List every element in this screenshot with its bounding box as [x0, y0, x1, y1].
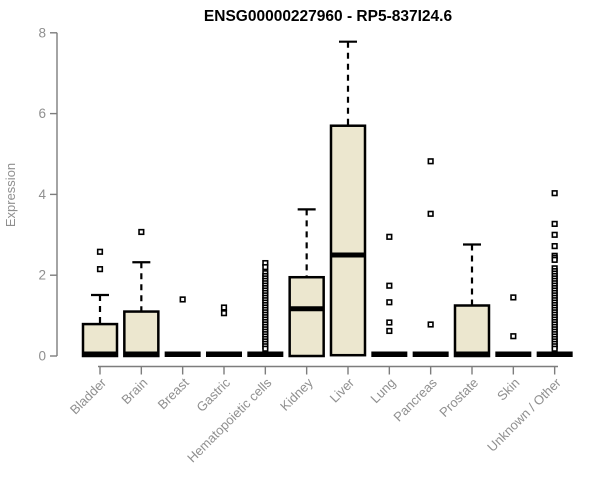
- outlier-point: [551, 220, 558, 227]
- box-group: [164, 296, 201, 357]
- outlier-point: [427, 158, 434, 165]
- box-collapsed: [371, 351, 408, 357]
- y-tick-label: 4: [38, 187, 46, 202]
- outlier-point: [427, 210, 434, 217]
- x-category-label: Unknown / Other: [484, 375, 564, 455]
- outlier-point: [138, 228, 145, 236]
- outlier-point: [386, 233, 393, 240]
- box-group: [453, 243, 491, 358]
- box-group: [329, 40, 367, 357]
- x-category-label: Kidney: [277, 375, 316, 414]
- outlier-point: [96, 266, 104, 273]
- box-group: [288, 208, 325, 358]
- x-category-label: Gastric: [193, 375, 233, 415]
- x-category-label: Breast: [155, 375, 192, 412]
- x-category-label: Liver: [327, 375, 358, 406]
- y-axis-label: Expression: [3, 163, 18, 227]
- box-group: [536, 190, 573, 357]
- outlier-point: [551, 256, 558, 263]
- box-iqr: [81, 322, 119, 358]
- box-group: [371, 233, 408, 357]
- outlier-point: [427, 321, 434, 328]
- outlier-point: [510, 333, 517, 340]
- x-category-label: Lung: [367, 375, 398, 406]
- box-iqr: [123, 310, 160, 358]
- y-tick-label: 6: [38, 106, 46, 121]
- box-group: [123, 228, 160, 358]
- box-collapsed: [412, 351, 449, 357]
- box-group: [412, 158, 449, 357]
- outlier-point: [551, 231, 558, 238]
- outlier-point: [386, 319, 393, 326]
- box-group: [81, 248, 119, 358]
- x-category-label: Prostate: [436, 375, 481, 420]
- outlier-point: [220, 304, 228, 311]
- x-category-label: Pancreas: [390, 375, 440, 425]
- outlier-point: [262, 345, 269, 352]
- y-tick-label: 0: [38, 349, 46, 364]
- box-collapsed: [495, 351, 532, 357]
- outlier-point: [551, 345, 558, 352]
- outlier-point: [386, 327, 393, 335]
- outlier-point: [262, 264, 269, 271]
- x-category-label: Skin: [494, 375, 522, 403]
- box-group: [247, 259, 284, 357]
- box-iqr: [453, 304, 491, 358]
- y-tick-label: 8: [38, 25, 46, 40]
- box-collapsed: [164, 351, 201, 357]
- box-group: [495, 294, 532, 357]
- box-collapsed: [205, 351, 242, 357]
- y-tick-label: 2: [38, 268, 46, 283]
- x-category-label: Brain: [118, 375, 150, 407]
- outlier-point: [386, 299, 393, 306]
- outlier-point: [220, 310, 228, 317]
- outlier-point: [551, 190, 558, 197]
- outlier-point: [179, 296, 186, 303]
- box-iqr: [329, 124, 367, 357]
- outlier-point: [96, 248, 104, 255]
- chart-title: ENSG00000227960 - RP5-837I24.6: [204, 8, 453, 25]
- box-iqr: [288, 275, 325, 358]
- box-collapsed: [536, 351, 573, 357]
- outlier-point: [386, 282, 393, 289]
- box-collapsed: [247, 351, 284, 357]
- outlier-point: [551, 243, 558, 250]
- outlier-point: [510, 294, 517, 301]
- box-group: [205, 304, 242, 357]
- x-category-label: Bladder: [67, 375, 110, 418]
- plot-area: [81, 40, 573, 358]
